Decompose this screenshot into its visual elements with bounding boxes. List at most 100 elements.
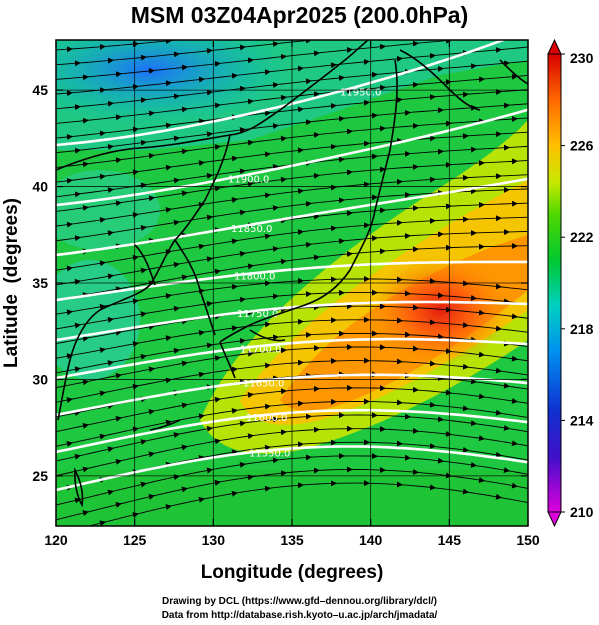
wind-arrow [198,118,205,125]
wind-arrow [198,329,205,336]
wind-arrow [74,453,81,460]
wind-arrow [165,504,172,510]
wind-arrow [206,172,213,179]
wind-arrow [148,451,155,458]
wind-arrow [231,366,238,373]
wind-arrow [231,449,238,456]
streamline [56,360,528,403]
wind-arrow [173,474,180,481]
wind-arrow [148,493,155,500]
wind-arrow [66,397,73,404]
wind-arrow [148,195,155,202]
wind-arrow [82,422,89,429]
wind-arrow [214,396,221,403]
wind-arrow [239,420,246,427]
coastlines [56,40,528,508]
wind-arrow [68,530,72,531]
wind-arrow [511,397,518,404]
streamline [56,117,528,168]
wind-arrow [503,467,510,473]
wind-arrow [247,474,254,481]
wind-arrow [280,258,287,265]
wind-arrow [140,353,147,360]
wind-arrow [74,410,81,416]
contour-label: 11900.0 [228,174,269,185]
contour-label: 11750.0 [237,309,278,320]
wind-arrow [470,420,477,427]
wind-arrow [272,205,279,212]
wind-arrow [173,177,180,184]
wind-arrow [247,181,254,187]
wind-arrow [214,438,221,445]
wind-arrow [198,371,205,378]
wind-arrow [247,433,254,440]
wind-arrow [107,360,114,366]
colorbar-bottom-triangle [547,511,562,528]
wind-arrow [165,419,172,426]
colorbar-tick-label: 210 [570,504,594,520]
wind-arrow [264,233,271,240]
streamline [56,346,528,389]
wind-arrow [511,355,518,362]
contour-label: 11800.0 [234,271,275,282]
wind-arrow [140,439,147,445]
height-contour [56,337,528,380]
wind-arrow [503,382,510,389]
streamline [56,60,528,110]
x-tick-label: 135 [280,532,304,548]
credit-line-2: Data from http://database.rish.kyoto–u.a… [161,610,438,621]
wind-arrow [247,263,254,270]
wind-arrow [74,191,81,198]
colorbar: 230 226 222 218 214 210 [547,38,594,528]
wind-arrow [173,135,180,142]
wind-arrow [264,192,271,199]
wind-arrow [181,318,188,325]
wind-arrow [173,305,180,312]
wind-arrow [115,501,122,508]
x-tick-label: 145 [438,532,462,548]
x-tick-label: 120 [44,532,68,548]
wind-arrow [140,225,147,231]
y-tick-label: 35 [32,275,48,291]
contour-label: 11600.0 [246,413,287,424]
colorbar-tick-label: 226 [570,138,594,154]
wind-arrow [173,347,180,354]
wind-arrow [173,261,180,268]
wind-arrow [511,440,518,447]
wind-arrow [115,200,122,207]
wind-arrow [231,325,238,332]
wind-arrow [247,139,254,146]
wind-arrow [198,455,205,462]
wind-arrow [495,493,502,500]
wind-arrow [470,461,477,468]
wind-arrow [82,335,89,342]
streamline [56,40,316,66]
wind-arrow [231,490,238,497]
x-tick-label: 140 [359,532,383,548]
streamline [56,74,528,124]
wind-arrow [148,409,155,415]
y-tick-label: 45 [32,82,48,98]
wind-arrow [107,446,114,453]
wind-arrow [478,435,485,442]
y-tick-label: 40 [32,179,48,195]
y-tick-label: 25 [32,468,48,484]
wind-arrow [148,324,155,330]
wind-arrow [272,246,279,253]
wind-arrow [181,190,188,197]
streamline [56,103,528,154]
wind-arrow [74,235,81,242]
wind-arrow [99,433,106,440]
wind-arrow [99,520,106,526]
wind-arrow [107,273,114,280]
wind-arrow [115,157,122,164]
colorbar-tick-label: 222 [570,229,594,245]
streamline [56,230,528,286]
wind-arrow [214,185,221,192]
wind-arrow [115,458,122,465]
colorbar-bar [547,53,562,513]
wind-arrow [206,214,213,221]
wind-arrow [231,238,238,245]
wind-arrow [107,230,114,237]
wind-arrow [206,467,213,474]
